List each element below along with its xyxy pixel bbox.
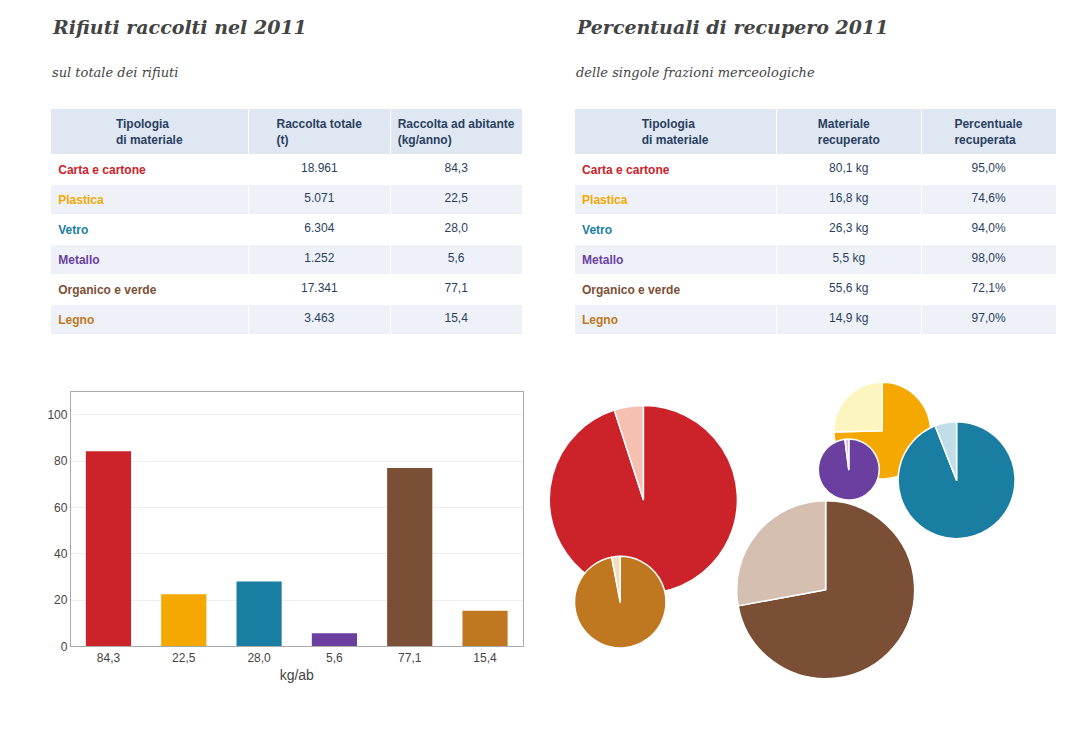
- svg-text:Raccolta totale(t): Raccolta totale(t): [276, 117, 362, 147]
- svg-text:28,0: 28,0: [247, 651, 271, 665]
- svg-text:Percentuali di recupero 2011: Percentuali di recupero 2011: [576, 16, 888, 38]
- svg-text:Organico e verde: Organico e verde: [58, 283, 156, 297]
- svg-text:5,6: 5,6: [448, 251, 465, 265]
- svg-text:Percentualerecuperata: Percentualerecuperata: [954, 117, 1022, 147]
- svg-text:delle singole frazioni merceol: delle singole frazioni merceologiche: [576, 65, 815, 80]
- svg-text:Organico e verde: Organico e verde: [582, 283, 680, 297]
- svg-text:72,1%: 72,1%: [972, 281, 1006, 295]
- svg-text:22,5: 22,5: [445, 191, 469, 205]
- svg-text:77,1: 77,1: [445, 281, 469, 295]
- svg-text:Raccolta ad abitante(kg/anno): Raccolta ad abitante(kg/anno): [398, 117, 515, 147]
- svg-text:98,0%: 98,0%: [972, 251, 1006, 265]
- svg-text:Materialerecuperato: Materialerecuperato: [818, 117, 880, 147]
- svg-text:Tipologiadi materiale: Tipologiadi materiale: [116, 117, 183, 147]
- svg-text:22,5: 22,5: [172, 651, 196, 665]
- svg-text:kg/ab: kg/ab: [280, 667, 314, 683]
- svg-text:16,8 kg: 16,8 kg: [829, 191, 868, 205]
- svg-text:80,1 kg: 80,1 kg: [829, 161, 868, 175]
- svg-text:Vetro: Vetro: [58, 223, 88, 237]
- svg-text:Legno: Legno: [582, 313, 618, 327]
- svg-text:60: 60: [54, 501, 68, 515]
- svg-text:5,5 kg: 5,5 kg: [832, 251, 865, 265]
- svg-text:Legno: Legno: [58, 313, 94, 327]
- svg-text:Vetro: Vetro: [582, 223, 612, 237]
- svg-text:Metallo: Metallo: [582, 253, 623, 267]
- svg-text:sul totale dei rifiuti: sul totale dei rifiuti: [52, 65, 178, 80]
- svg-text:20: 20: [54, 593, 68, 607]
- svg-text:0: 0: [61, 640, 68, 654]
- svg-text:84,3: 84,3: [445, 161, 469, 175]
- svg-text:40: 40: [54, 547, 68, 561]
- svg-text:97,0%: 97,0%: [972, 311, 1006, 325]
- svg-text:26,3 kg: 26,3 kg: [829, 221, 868, 235]
- svg-text:28,0: 28,0: [445, 221, 469, 235]
- svg-text:Plastica: Plastica: [58, 193, 104, 207]
- svg-text:55,6 kg: 55,6 kg: [829, 281, 868, 295]
- svg-text:Carta e cartone: Carta e cartone: [58, 163, 146, 177]
- svg-text:84,3: 84,3: [97, 651, 121, 665]
- svg-text:15,4: 15,4: [445, 311, 469, 325]
- svg-text:18.961: 18.961: [301, 161, 338, 175]
- svg-text:15,4: 15,4: [473, 651, 497, 665]
- svg-text:Carta e cartone: Carta e cartone: [582, 163, 670, 177]
- svg-text:6.304: 6.304: [304, 221, 334, 235]
- svg-text:5.071: 5.071: [304, 191, 334, 205]
- svg-text:Tipologiadi materiale: Tipologiadi materiale: [642, 117, 709, 147]
- svg-text:95,0%: 95,0%: [972, 161, 1006, 175]
- svg-text:Rifiuti raccolti nel 2011: Rifiuti raccolti nel 2011: [52, 16, 307, 38]
- svg-text:1.252: 1.252: [304, 251, 334, 265]
- svg-text:Plastica: Plastica: [582, 193, 628, 207]
- svg-text:74,6%: 74,6%: [972, 191, 1006, 205]
- svg-text:3.463: 3.463: [304, 311, 334, 325]
- svg-text:100: 100: [47, 408, 67, 422]
- svg-text:14,9 kg: 14,9 kg: [829, 311, 868, 325]
- svg-text:77,1: 77,1: [398, 651, 422, 665]
- svg-text:17.341: 17.341: [301, 281, 338, 295]
- svg-text:5,6: 5,6: [326, 651, 343, 665]
- svg-text:94,0%: 94,0%: [972, 221, 1006, 235]
- svg-text:80: 80: [54, 454, 68, 468]
- svg-text:Metallo: Metallo: [58, 253, 99, 267]
